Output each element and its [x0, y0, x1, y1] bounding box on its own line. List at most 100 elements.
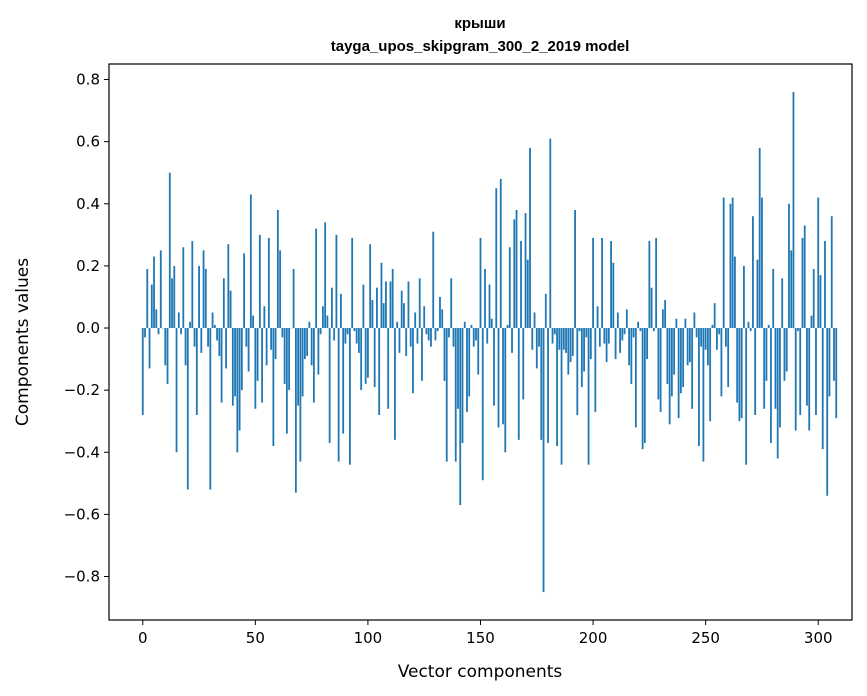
bar-151 [481, 328, 484, 481]
bar-179 [544, 293, 547, 329]
bar-201 [594, 328, 597, 412]
bar-224 [646, 328, 649, 360]
bar-295 [806, 328, 808, 406]
bar-126 [425, 328, 428, 335]
bar-33 [216, 328, 218, 341]
bar-176 [538, 328, 540, 347]
bar-294 [803, 225, 806, 329]
bar-83 [328, 328, 331, 443]
bar-187 [562, 328, 565, 350]
bar-96 [358, 328, 360, 353]
bar-88 [340, 293, 342, 329]
bar-48 [249, 194, 252, 329]
bar-26 [200, 328, 203, 353]
bar-173 [531, 328, 534, 350]
bar-238 [677, 328, 680, 419]
bar-14 [173, 265, 176, 329]
bar-195 [580, 328, 583, 388]
chart-title: крыши [454, 15, 505, 32]
bar-133 [441, 309, 444, 329]
bar-184 [556, 328, 558, 447]
bar-81 [324, 222, 327, 329]
bar-243 [688, 328, 691, 363]
bar-105 [378, 328, 381, 415]
bar-31 [211, 312, 214, 329]
bar-293 [801, 237, 804, 329]
bar-6 [155, 309, 158, 329]
bar-57 [270, 328, 273, 350]
bar-307 [833, 328, 835, 381]
bar-11 [166, 328, 169, 384]
bar-198 [587, 328, 590, 465]
bar-300 [817, 197, 820, 329]
bar-5 [153, 256, 155, 329]
bar-116 [403, 303, 405, 329]
bar-118 [407, 281, 410, 329]
bar-127 [427, 328, 430, 341]
x-tick-label-100: 100 [354, 629, 383, 647]
bar-49 [252, 315, 254, 329]
x-tick-label-150: 150 [466, 629, 495, 647]
bar-164 [511, 328, 513, 353]
bar-146 [470, 324, 473, 329]
bar-62 [281, 328, 284, 338]
bar-29 [207, 328, 209, 347]
bar-207 [607, 328, 610, 344]
bar-131 [436, 328, 439, 332]
bar-168 [520, 241, 522, 329]
bar-46 [245, 328, 248, 347]
bar-129 [432, 231, 435, 329]
bar-123 [418, 278, 421, 329]
bar-270 [749, 328, 752, 332]
bar-60 [276, 209, 279, 329]
bar-152 [484, 269, 486, 329]
bar-149 [477, 328, 480, 375]
bar-99 [364, 328, 367, 384]
bar-171 [526, 259, 529, 329]
bar-8 [159, 250, 162, 329]
bar-28 [204, 269, 207, 329]
bar-284 [781, 278, 784, 329]
bar-23 [193, 328, 196, 347]
bar-228 [655, 237, 658, 329]
bar-242 [686, 328, 689, 366]
bar-36 [222, 278, 225, 329]
bar-229 [657, 328, 660, 400]
bar-115 [400, 290, 403, 329]
x-tick-label-200: 200 [579, 629, 608, 647]
bar-40 [231, 328, 234, 406]
bar-70 [299, 328, 302, 462]
bar-7 [157, 328, 160, 335]
bar-260 [727, 328, 730, 388]
bar-119 [409, 328, 412, 347]
bar-186 [560, 328, 563, 465]
bar-256 [718, 328, 721, 335]
bar-193 [576, 328, 579, 415]
bar-16 [177, 312, 180, 329]
bar-268 [745, 328, 748, 465]
bar-209 [612, 262, 615, 329]
bar-106 [380, 262, 383, 329]
bar-265 [738, 328, 741, 422]
bar-180 [547, 328, 549, 443]
bar-141 [459, 328, 462, 506]
x-tick-label-300: 300 [804, 629, 833, 647]
bar-211 [616, 312, 619, 329]
bar-245 [693, 312, 696, 329]
bar-183 [553, 328, 556, 335]
bar-157 [495, 188, 498, 329]
bar-285 [783, 328, 786, 381]
bar-35 [220, 328, 223, 403]
bar-177 [540, 328, 543, 440]
bar-79 [319, 328, 322, 335]
bar-75 [310, 328, 313, 366]
bar-120 [412, 328, 414, 394]
bar-210 [614, 328, 617, 360]
bar-52 [258, 234, 261, 329]
bar-91 [346, 328, 349, 335]
bar-257 [720, 328, 723, 397]
bar-197 [585, 328, 588, 338]
bar-306 [830, 216, 833, 329]
bar-124 [421, 328, 423, 381]
bar-240 [682, 328, 685, 388]
